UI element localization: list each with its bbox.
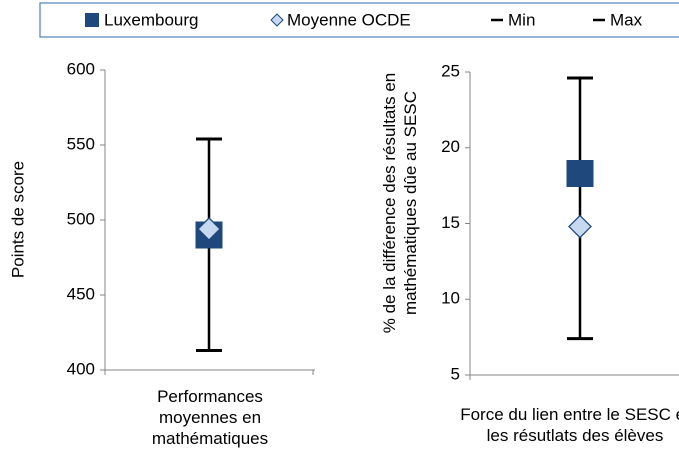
y-tick-label: 500: [67, 209, 95, 228]
y-tick-label: 20: [441, 137, 460, 156]
legend-swatch: [85, 13, 99, 27]
y-tick-label: 450: [67, 284, 95, 303]
legend-label: Luxembourg: [104, 10, 199, 29]
y-axis-label: Points de score: [8, 160, 28, 279]
x-tick-label: Performances moyennes en mathématiques: [151, 387, 269, 448]
legend-label: Min: [508, 10, 535, 29]
legend-label: Max: [610, 10, 643, 29]
y-tick-label: 550: [67, 134, 95, 153]
diamond-marker: [568, 214, 592, 239]
legend-swatch: [270, 13, 284, 27]
legend-label: Moyenne OCDE: [287, 10, 411, 29]
y-tick-label: 400: [67, 359, 95, 378]
y-tick-label: 600: [67, 59, 95, 78]
square-marker: [566, 160, 594, 188]
y-tick-label: 15: [441, 213, 460, 232]
diamond-marker: [197, 217, 221, 241]
legend-box: [39, 2, 679, 38]
y-tick-label: 25: [441, 61, 460, 80]
y-axis-label: % de la différence des résultats en math…: [380, 72, 420, 334]
y-tick-label: 5: [451, 364, 460, 383]
y-tick-label: 10: [441, 289, 460, 308]
x-tick-label: Force du lien entre le SESC et les résut…: [460, 405, 679, 445]
